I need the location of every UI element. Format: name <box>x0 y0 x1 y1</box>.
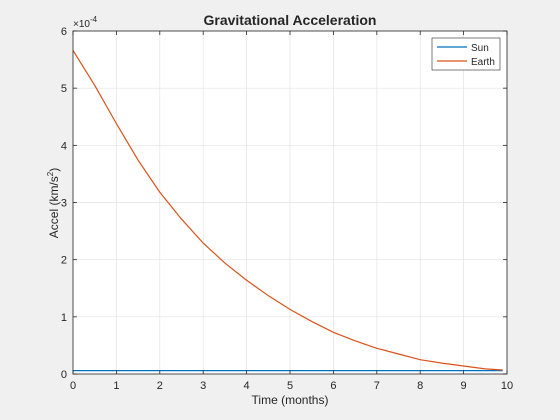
y-tick-label: 0 <box>61 369 67 381</box>
tick-marks <box>72 30 508 375</box>
y-axis-label-main: Accel (km/s <box>47 176 61 238</box>
x-axis-label: Time (months) <box>252 393 329 407</box>
x-tick-label: 8 <box>417 380 423 392</box>
y-exponent-power: -4 <box>90 15 98 24</box>
legend[interactable]: Sun Earth <box>431 37 501 71</box>
y-tick-label: 1 <box>61 312 67 324</box>
x-tick-label: 5 <box>287 380 293 392</box>
x-tick-label: 9 <box>461 380 467 392</box>
y-tick-label: 5 <box>61 83 67 95</box>
y-tick-labels: 0 1 2 3 4 5 6 <box>61 26 67 381</box>
x-tick-label: 0 <box>70 380 76 392</box>
chart-title: Gravitational Acceleration <box>204 12 377 28</box>
y-tick-label: 4 <box>61 140 67 152</box>
x-tick-labels: 0 1 2 3 4 5 6 7 8 9 10 <box>70 380 513 392</box>
x-tick-label: 1 <box>113 380 119 392</box>
x-tick-label: 2 <box>157 380 163 392</box>
y-exponent-base: ×10 <box>73 19 90 30</box>
y-tick-label: 2 <box>61 255 67 267</box>
x-tick-label: 6 <box>330 380 336 392</box>
legend-label-sun: Sun <box>471 43 489 54</box>
x-tick-label: 7 <box>374 380 380 392</box>
y-tick-label: 6 <box>61 26 67 38</box>
y-exponent-label: ×10-4 <box>73 15 98 30</box>
y-tick-label: 3 <box>61 198 67 210</box>
x-tick-label: 10 <box>501 380 513 392</box>
legend-box <box>431 37 501 71</box>
x-tick-label: 3 <box>200 380 206 392</box>
y-axis-label-close: ) <box>47 168 61 172</box>
legend-label-earth: Earth <box>471 57 495 68</box>
x-tick-label: 4 <box>244 380 250 392</box>
series-line-earth <box>72 50 503 371</box>
y-axis-label: Accel (km/s2) <box>46 168 61 238</box>
y-axis-label-superscript: 2 <box>46 171 55 176</box>
